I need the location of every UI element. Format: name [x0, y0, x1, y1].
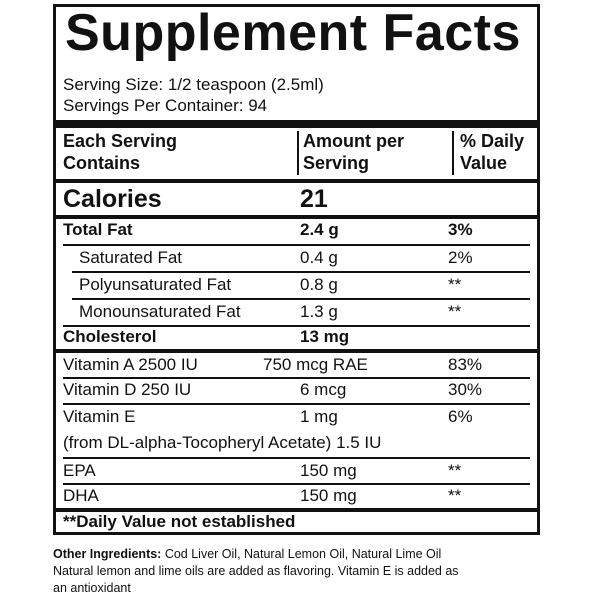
nutrient-amount: 0.4 g	[300, 248, 338, 267]
header-each-serving: Each Serving Contains	[63, 131, 178, 173]
nutrient-dv: 83%	[448, 355, 483, 374]
nutrient-amount: 750 mcg RAE	[263, 355, 368, 374]
nutrient-amount: 6 mcg	[300, 380, 347, 399]
nutrient-amount: 150 mg	[300, 486, 357, 505]
header-rule	[56, 120, 537, 128]
header-bottom-rule	[56, 179, 537, 183]
other-ingredients-label: Other Ingredients:	[53, 547, 162, 561]
servings-per-container: Servings Per Container: 94	[63, 96, 268, 115]
nutrient-name: Vitamin A 2500 IU	[63, 355, 198, 374]
nutrient-name: EPA	[63, 461, 96, 480]
row-divider	[72, 271, 530, 273]
nutrient-dv: 6%	[448, 407, 473, 426]
nutrient-amount: 1 mg	[300, 407, 338, 426]
other-ingredients-line: Natural lemon and lime oils are added as…	[53, 564, 459, 578]
other-ingredients-line: an antioxidant	[53, 581, 131, 595]
row-divider	[63, 457, 530, 459]
header-divider	[452, 131, 454, 175]
nutrient-amount: 150 mg	[300, 461, 357, 480]
panel-title: Supplement Facts	[65, 4, 521, 62]
vitamin-e-source-note: (from DL-alpha-Tocopheryl Acetate) 1.5 I…	[63, 433, 382, 452]
nutrient-dv: **	[448, 275, 462, 294]
nutrient-dv: **	[448, 302, 462, 321]
nutrient-name: Vitamin D 250 IU	[63, 380, 192, 399]
nutrient-amount: 1.3 g	[300, 302, 338, 321]
section-rule	[56, 349, 537, 353]
nutrient-name: Vitamin E	[63, 407, 136, 426]
nutrient-name: Polyunsaturated Fat	[79, 275, 232, 294]
nutrient-amount: 2.4 g	[300, 220, 339, 239]
row-divider	[63, 403, 530, 405]
header-daily-value: % Daily Value	[460, 131, 525, 173]
nutrient-name: Monounsaturated Fat	[79, 302, 241, 321]
row-divider	[63, 325, 530, 327]
footer-rule	[56, 508, 537, 512]
calories-rule	[56, 215, 537, 219]
nutrient-dv: 30%	[448, 380, 483, 399]
supplement-facts-panel: Supplement Facts Serving Size: 1/2 teasp…	[53, 4, 540, 535]
nutrient-amount: 0.8 g	[300, 275, 338, 294]
nutrient-dv: 3%	[448, 220, 473, 239]
nutrient-dv: **	[448, 486, 462, 505]
nutrient-dv: **	[448, 461, 462, 480]
other-ingredients-text: Cod Liver Oil, Natural Lemon Oil, Natura…	[161, 547, 442, 561]
nutrient-amount: 13 mg	[300, 327, 350, 346]
header-divider	[297, 131, 299, 175]
nutrient-name: DHA	[63, 486, 99, 505]
other-ingredients: Other Ingredients: Cod Liver Oil, Natura…	[53, 546, 441, 563]
row-divider	[63, 377, 530, 379]
nutrient-dv: 2%	[448, 248, 473, 267]
serving-size: Serving Size: 1/2 teaspoon (2.5ml)	[63, 75, 324, 94]
calories-amount: 21	[300, 185, 328, 213]
nutrient-name: Total Fat	[63, 220, 133, 239]
calories-label: Calories	[63, 185, 162, 213]
row-divider	[72, 298, 530, 300]
nutrient-name: Cholesterol	[63, 327, 157, 346]
nutrient-name: Saturated Fat	[79, 248, 183, 267]
footnote: **Daily Value not established	[63, 512, 296, 531]
row-divider	[63, 483, 530, 485]
header-amount-per-serving: Amount per Serving	[303, 131, 404, 173]
row-divider	[63, 244, 530, 246]
